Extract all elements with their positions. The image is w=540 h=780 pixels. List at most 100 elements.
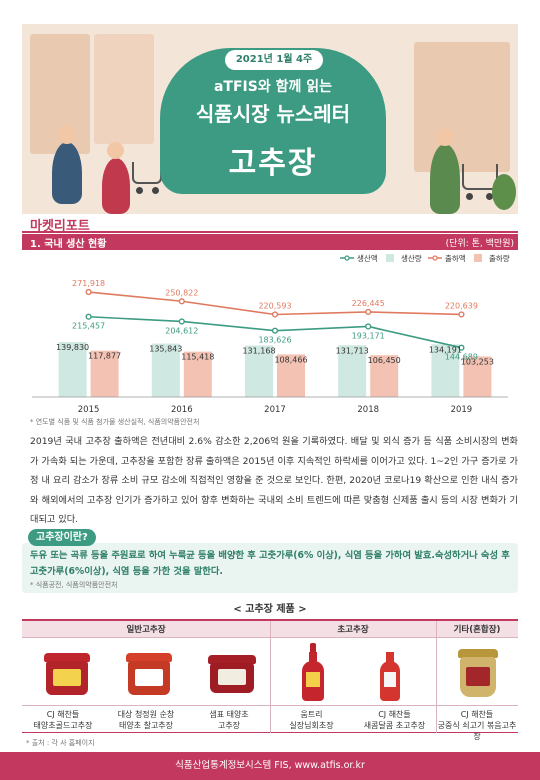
line-label-출하액-3: 226,445 bbox=[352, 299, 385, 308]
headline-box bbox=[160, 48, 386, 194]
bar-label-출하량-1: 115,418 bbox=[181, 353, 214, 362]
chart-lines bbox=[85, 288, 465, 351]
shopper-head-3 bbox=[436, 128, 454, 146]
issue-date-badge: 2021년 1월 4주 bbox=[225, 50, 323, 70]
product-name-1: CJ 해찬들 태양초골드고추장 bbox=[33, 710, 93, 730]
definition-source: * 식품공전, 식품의약품안전처 bbox=[30, 581, 118, 589]
product-image-cj-gold bbox=[44, 653, 90, 695]
bar-label-생산량-3: 131,713 bbox=[336, 346, 369, 355]
x-tick-labels: 2015 2016 2017 2018 2019 bbox=[78, 405, 472, 415]
product-image-cj-pouch bbox=[458, 649, 498, 697]
headline-line-1: aTFIS와 함께 읽는 bbox=[213, 79, 332, 95]
products-table: 일반고추장 초고추장 기타(혼합장) CJ 해찬들 태양초골드고추장 대상 청정원… bbox=[22, 619, 518, 741]
cart-left-wheel bbox=[136, 187, 143, 194]
category-cho: 초고추장 bbox=[337, 625, 369, 635]
line-label-출하액-4: 220,639 bbox=[445, 301, 478, 310]
legend-dot-생산액 bbox=[344, 255, 350, 261]
line-label-출하액-2: 220,593 bbox=[258, 301, 291, 310]
production-chart: 생산액 생산량 출하액 출하량 139,830 135,843 131,168 131,71… bbox=[32, 253, 510, 415]
bar-label-생산량-2: 131,168 bbox=[242, 346, 275, 355]
line-label-생산액-3: 193,171 bbox=[352, 331, 385, 340]
shopper-figure-3 bbox=[430, 144, 460, 214]
bar-label-생산량-4: 134,191 bbox=[429, 345, 462, 354]
bar-출하량-1 bbox=[183, 351, 212, 397]
legend-swatch-생산량 bbox=[386, 254, 394, 262]
section-rule bbox=[22, 231, 518, 233]
x-tick-2019: 2019 bbox=[451, 405, 473, 415]
legend-dot-출하액 bbox=[432, 255, 438, 261]
cart-left-wheel-2 bbox=[152, 187, 159, 194]
product-name-6: CJ 해찬들 궁중식 쇠고기 볶음고추장 bbox=[437, 710, 517, 741]
x-tick-2017: 2017 bbox=[264, 405, 286, 415]
legend-label-출하량: 출하량 bbox=[489, 253, 510, 263]
chart-bars bbox=[58, 342, 492, 397]
footer: 식품산업통계정보시스템 FIS, www.atfis.or.kr bbox=[0, 752, 540, 780]
bar-생산량-0 bbox=[58, 342, 87, 397]
definition-text: 두유 또는 곡류 등을 주원료로 하여 누룩균 등을 배양한 후 고춧가루(6%… bbox=[30, 550, 510, 577]
line-label-생산액-4: 144,689 bbox=[445, 353, 478, 362]
product-name-2: 대상 청정원 순창 태양초 찰고추장 bbox=[117, 710, 175, 730]
cart-right-wheel-2 bbox=[486, 193, 493, 200]
body-paragraph: 2019년 국내 고추장 출하액은 전년대비 2.6% 감소한 2,206억 원… bbox=[30, 436, 518, 525]
section-title: 마켓리포트 bbox=[30, 219, 90, 234]
products-title: < 고추장 제품 > bbox=[233, 604, 307, 615]
cart-right-wheel bbox=[466, 193, 473, 200]
bar-출하량-2 bbox=[277, 354, 305, 397]
col-divider-1 bbox=[270, 621, 271, 733]
x-tick-2018: 2018 bbox=[357, 405, 379, 415]
legend-swatch-출하량 bbox=[474, 254, 482, 262]
subsection-title: 1. 국내 생산 현황 bbox=[30, 239, 107, 250]
product-name-3: 샘표 태양초 고추장 bbox=[209, 710, 249, 730]
bar-출하량-0 bbox=[90, 350, 119, 397]
chart-source: * 연도별 식품 및 식품 첨가물 생산실적, 식품의약품안전처 bbox=[30, 418, 200, 426]
point-생산액-2 bbox=[271, 327, 279, 334]
col-divider-2 bbox=[436, 621, 437, 733]
point-출하액-4 bbox=[458, 311, 465, 318]
product-image-umtree bbox=[302, 643, 324, 701]
line-label-출하액-1: 250,822 bbox=[165, 288, 198, 297]
legend-label-생산량: 생산량 bbox=[401, 253, 422, 263]
bar-생산량-4 bbox=[431, 344, 460, 397]
headline-line-2: 식품시장 뉴스레터 bbox=[195, 102, 351, 126]
legend-label-생산액: 생산액 bbox=[357, 253, 378, 263]
subsection-bar bbox=[22, 234, 518, 250]
chart-legend: 생산액 생산량 출하액 출하량 bbox=[340, 253, 510, 263]
plant bbox=[492, 174, 516, 210]
point-생산액-0 bbox=[85, 313, 92, 320]
bar-출하량-4 bbox=[463, 356, 492, 397]
shopper-head-2 bbox=[107, 142, 124, 159]
line-label-생산액-1: 204,612 bbox=[165, 326, 198, 335]
shelf-right bbox=[414, 42, 510, 172]
bar-생산량-1 bbox=[151, 343, 180, 397]
point-출하액-3 bbox=[365, 308, 372, 316]
x-tick-2016: 2016 bbox=[171, 405, 193, 415]
products-source: * 출처 : 각 사 홈페이지 bbox=[26, 739, 95, 747]
category-other: 기타(혼합장) bbox=[453, 625, 501, 635]
headline-title: 고추장 bbox=[228, 146, 318, 181]
definition-box bbox=[22, 543, 518, 593]
unit-label: (단위: 톤, 백만원) bbox=[445, 239, 514, 249]
bar-label-출하량-2: 108,466 bbox=[274, 355, 307, 364]
product-name-4: 움트리 실장님회초장 bbox=[289, 710, 334, 730]
shopper-figure-2 bbox=[102, 158, 130, 214]
line-label-생산액-2: 183,626 bbox=[258, 336, 291, 345]
shelf-left-2 bbox=[94, 34, 154, 144]
point-생산액-3 bbox=[365, 323, 372, 330]
point-출하액-2 bbox=[271, 311, 279, 318]
shopper-head-1 bbox=[58, 126, 76, 144]
bar-label-출하량-0: 117,877 bbox=[88, 352, 121, 361]
x-tick-2015: 2015 bbox=[78, 405, 100, 415]
product-image-cj-cho bbox=[380, 643, 400, 701]
category-general: 일반고추장 bbox=[126, 625, 166, 635]
chart-labels: 139,830 135,843 131,168 131,713 134,191 117,8… bbox=[56, 279, 494, 366]
bar-label-출하량-3: 106,450 bbox=[368, 356, 401, 365]
definition-label: 고추장이란? bbox=[28, 529, 96, 546]
point-생산액-1 bbox=[178, 318, 185, 325]
point-출하액-0 bbox=[85, 288, 92, 296]
product-image-daesang bbox=[126, 653, 172, 695]
bar-출하량-3 bbox=[370, 355, 399, 397]
shopper-figure-1 bbox=[52, 142, 82, 204]
bar-생산량-3 bbox=[338, 345, 367, 397]
point-출하액-1 bbox=[178, 298, 185, 305]
product-name-5: CJ 해찬들 새콤달콤 초고추장 bbox=[363, 710, 426, 730]
